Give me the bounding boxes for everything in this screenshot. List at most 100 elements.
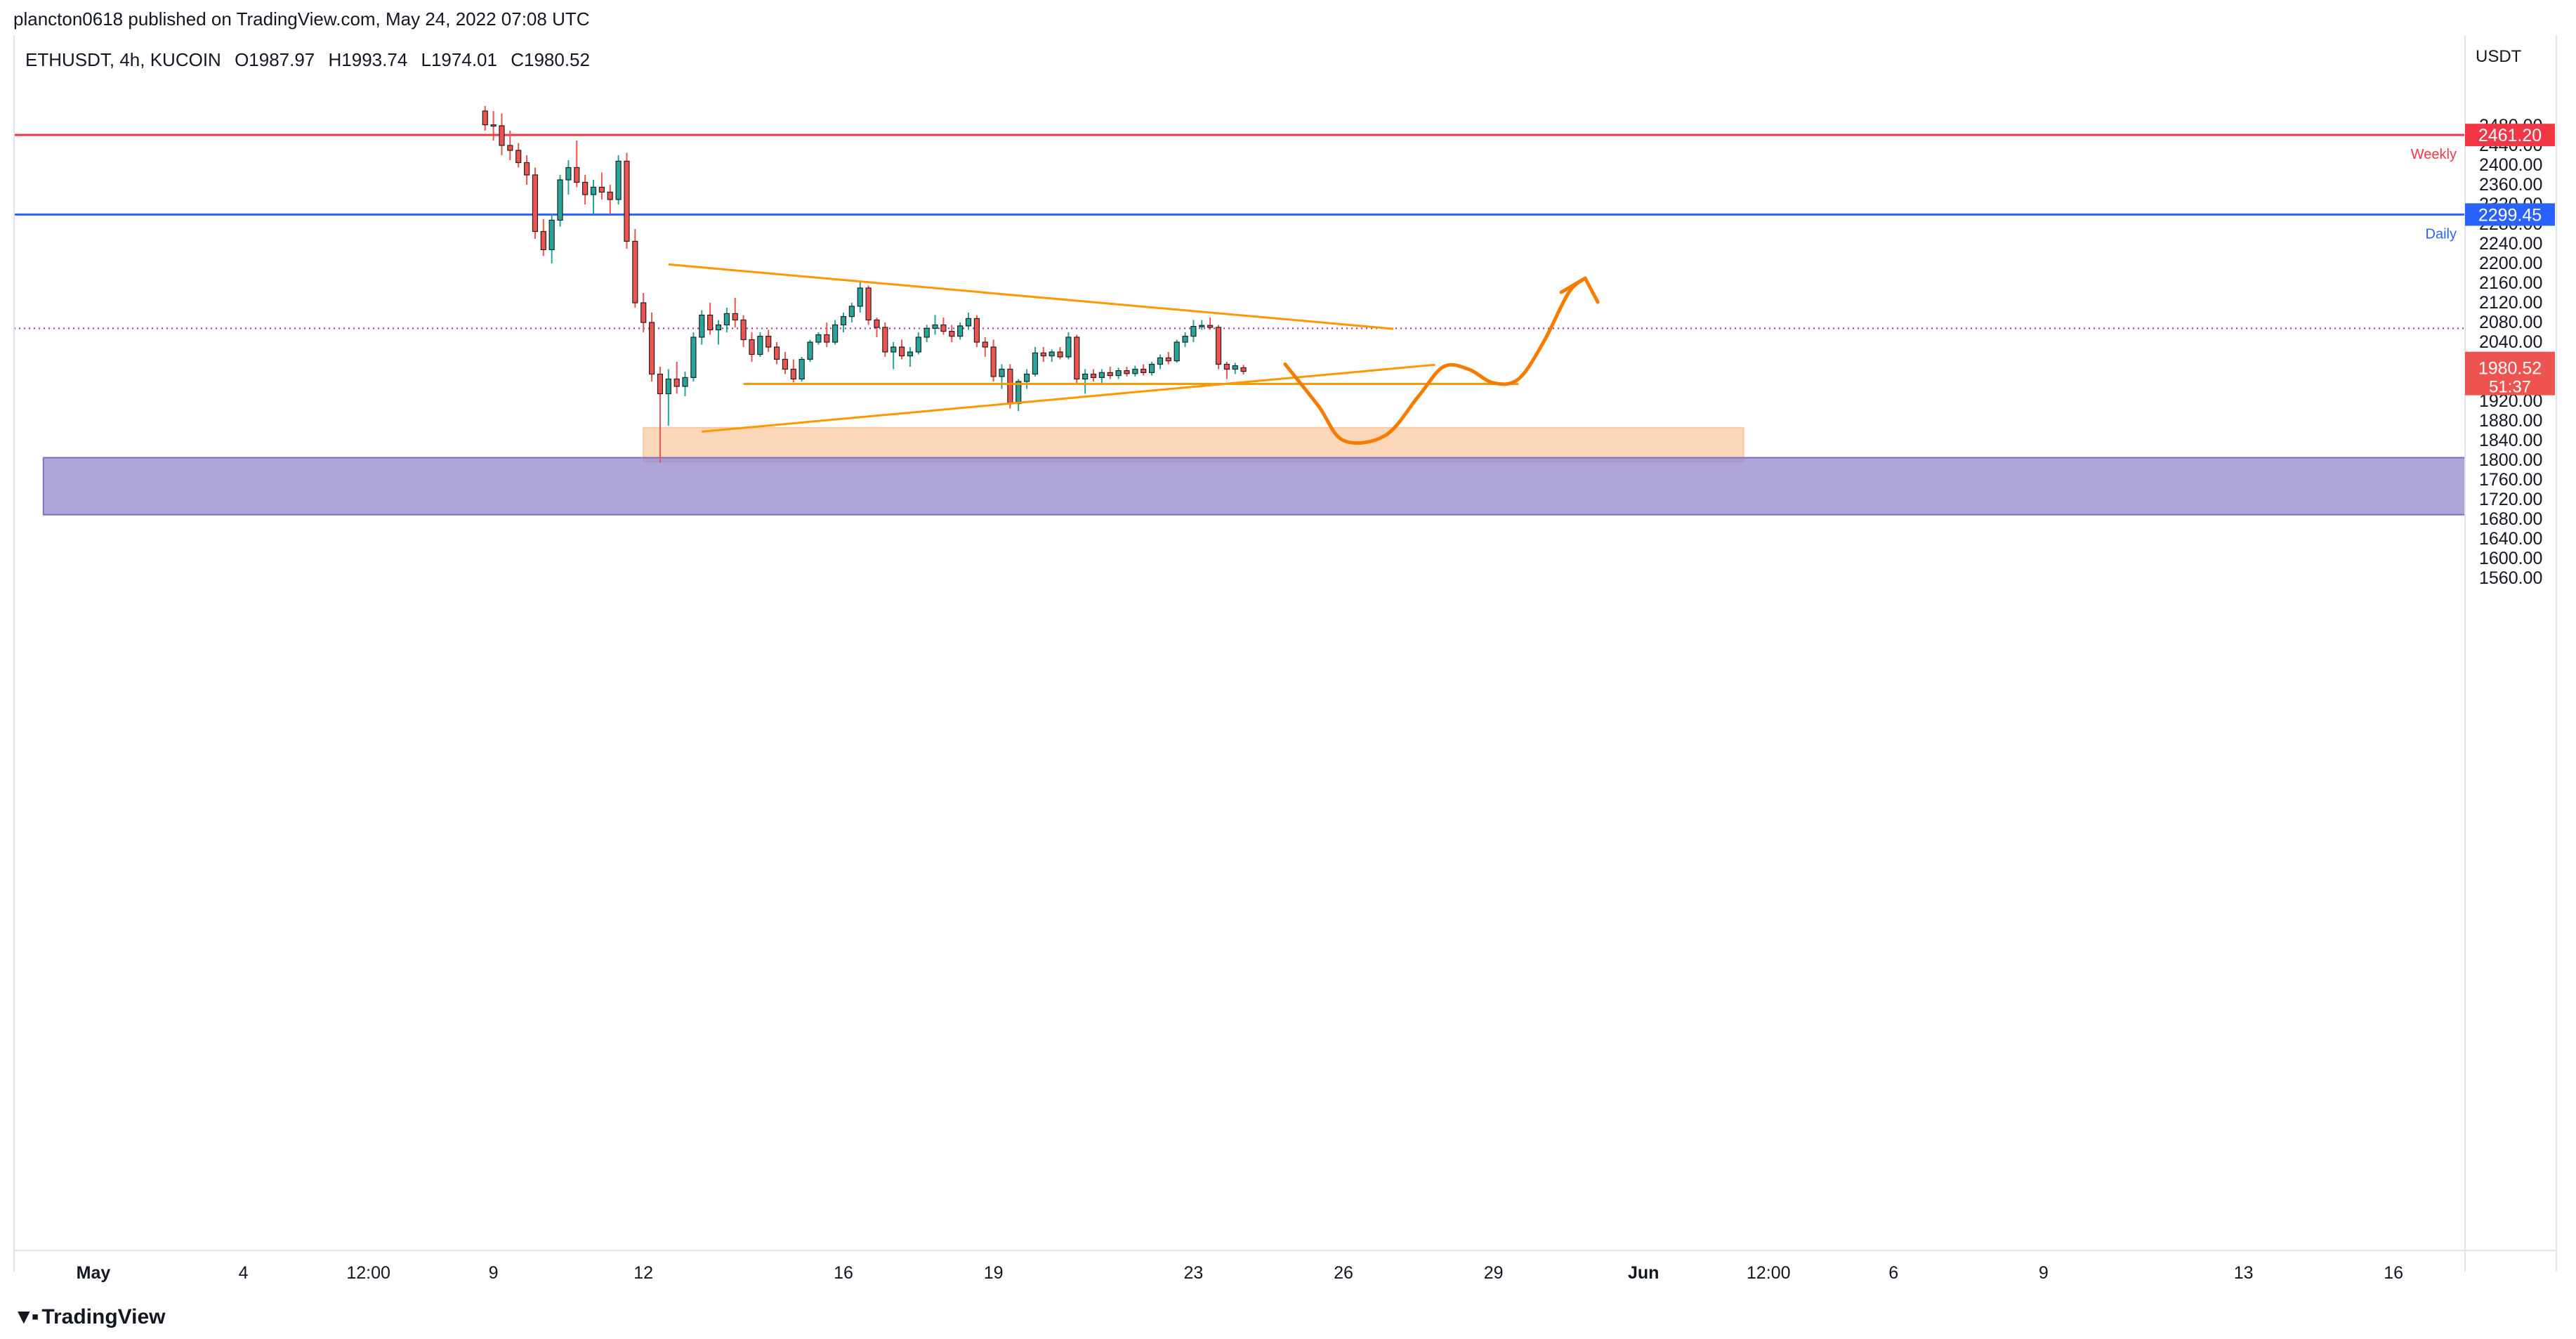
candle-body <box>932 324 938 329</box>
support-zone <box>42 457 2466 516</box>
candle-body <box>673 378 680 387</box>
price-tick-label: 1600.00 <box>2479 549 2542 568</box>
time-tick-label: 29 <box>1484 1263 1504 1283</box>
candle-body <box>832 324 839 343</box>
candle-body <box>1049 351 1055 357</box>
time-tick-label: Jun <box>1628 1263 1659 1283</box>
candle-body <box>640 302 647 323</box>
candle-body <box>540 230 546 250</box>
candle-body <box>973 318 980 343</box>
current-price-tag <box>2465 351 2555 396</box>
candle-body <box>990 346 997 377</box>
price-tick-label: 2160.00 <box>2479 273 2542 293</box>
candle-body <box>1190 326 1197 337</box>
candle-body <box>790 368 796 380</box>
candle-body <box>999 368 1005 377</box>
price-tick-label: 1640.00 <box>2479 529 2542 549</box>
candle-body <box>532 174 539 233</box>
candle-body <box>1223 363 1230 370</box>
candle-body <box>840 316 847 326</box>
candle-body <box>499 125 505 146</box>
candle-body <box>1082 373 1089 380</box>
candle-body <box>732 313 738 321</box>
candle-body <box>723 313 730 326</box>
price-tick-label: 1800.00 <box>2479 450 2542 470</box>
candle-body <box>874 319 880 328</box>
price-tag-label-daily: 2299.45 <box>2478 205 2542 225</box>
price-tick-label: 2080.00 <box>2479 313 2542 332</box>
time-tick-label: 16 <box>834 1263 853 1283</box>
time-tick-label: 9 <box>489 1263 499 1283</box>
candle-body <box>482 110 488 126</box>
candle-body <box>1207 325 1214 328</box>
price-tick-label: 2360.00 <box>2479 175 2542 195</box>
candle-body <box>490 124 497 127</box>
candle-body <box>557 179 563 221</box>
candle-body <box>1115 370 1122 377</box>
drawings-layer <box>668 263 1600 445</box>
candle-body <box>1157 357 1164 365</box>
tradingview-logo-icon: ▼▪ <box>13 1305 39 1328</box>
candle-body <box>1132 368 1138 374</box>
candle-body <box>891 346 897 353</box>
candle-body <box>807 341 813 360</box>
price-tag-daily <box>2465 203 2555 226</box>
legend-low: L1974.01 <box>421 49 497 70</box>
candle-body <box>1107 372 1113 377</box>
projection-arrowhead <box>1559 276 1600 304</box>
candle-body <box>1032 352 1039 375</box>
legend-symbol: ETHUSDT, 4h, KUCOIN <box>25 49 221 70</box>
candle-body <box>965 318 972 327</box>
candle-body <box>682 377 688 387</box>
axes-layer: USDT2480.002440.002400.002360.002320.002… <box>13 35 2557 1283</box>
projection-path <box>1283 276 1587 445</box>
candle-body <box>940 324 947 332</box>
candle-body <box>607 191 613 200</box>
candle-body <box>907 351 914 357</box>
time-tick-label: 16 <box>2384 1263 2403 1283</box>
candles-layer <box>482 106 1247 463</box>
candle-body <box>1165 357 1171 362</box>
candle-body <box>982 341 988 348</box>
candle-body <box>515 150 522 164</box>
candle-body <box>657 373 664 395</box>
candle-body <box>949 331 955 337</box>
price-tick-label: 1880.00 <box>2479 411 2542 431</box>
candle-body <box>598 186 605 193</box>
candle-body <box>507 145 513 151</box>
current-price-value: 1980.52 <box>2478 359 2542 379</box>
price-tick-label: 2240.00 <box>2479 234 2542 254</box>
price-tag-label-weekly: 2461.20 <box>2478 126 2542 145</box>
price-tick-label: 2040.00 <box>2479 332 2542 352</box>
candle-body <box>815 334 822 343</box>
candle-body <box>1074 337 1080 380</box>
price-tick-label: 2120.00 <box>2479 293 2542 313</box>
tradingview-logo[interactable]: ▼▪ TradingView <box>13 1305 166 1329</box>
candle-body <box>799 358 805 380</box>
time-tick-label: 12:00 <box>1747 1263 1791 1283</box>
price-tick-label: 1840.00 <box>2479 431 2542 450</box>
candle-body <box>615 160 622 200</box>
candle-body <box>648 322 655 375</box>
candle-body <box>590 186 597 195</box>
candle-body <box>1215 327 1222 365</box>
candle-body <box>1065 337 1072 358</box>
legend-open: O1987.97 <box>235 49 315 70</box>
candle-body <box>848 306 855 318</box>
candle-body <box>1098 372 1105 379</box>
level-name-daily: Daily <box>2426 226 2457 242</box>
tradingview-logo-text: TradingView <box>41 1305 166 1328</box>
candle-body <box>1141 368 1147 374</box>
candle-body <box>624 160 630 242</box>
publisher-caption: plancton0618 published on TradingView.co… <box>13 8 590 30</box>
candle-body <box>1199 325 1205 327</box>
legend-high: H1993.74 <box>328 49 408 70</box>
level-lines-layer: Weekly Daily <box>14 133 2465 329</box>
candle-body <box>957 325 964 337</box>
time-tick-label: 12:00 <box>346 1263 390 1283</box>
demand-zone <box>643 426 1744 463</box>
candle-body <box>632 240 638 303</box>
price-tick-label: 1760.00 <box>2479 470 2542 490</box>
candle-body <box>574 166 580 183</box>
